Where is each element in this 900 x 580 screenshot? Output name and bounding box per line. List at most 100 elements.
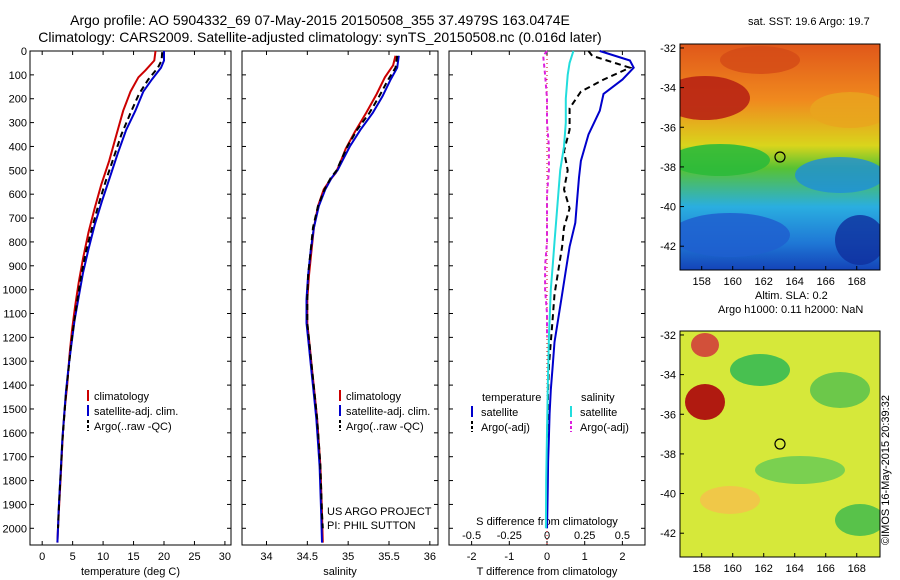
sst-cold-patch — [680, 213, 790, 257]
sst-cold-patch-2 — [835, 215, 880, 265]
sla-warm-patch — [700, 486, 760, 514]
sst-warm-patch-2 — [720, 46, 800, 74]
temperature-chart: 0100200300400500600700800900100011001200… — [3, 46, 232, 578]
map-x-tick-label: 164 — [786, 563, 804, 575]
x-tick-label: 25 — [188, 551, 200, 563]
x-tick-label: 36 — [424, 551, 436, 563]
x-tick-label: -1 — [504, 551, 514, 563]
salinity-panel-frame — [241, 50, 439, 546]
profile-location-marker — [774, 438, 786, 450]
depth-tick-label: 1800 — [3, 476, 27, 488]
depth-tick-label: 100 — [9, 70, 27, 82]
map-x-tick-label: 162 — [755, 276, 773, 288]
sla-low-patch-4 — [835, 504, 880, 536]
map-x-tick-label: 158 — [693, 276, 711, 288]
sst-map: 158 160 162 164 166 168 -32 -34 -36 -38 -40 -42 — [660, 43, 881, 288]
map-x-tick-label: 168 — [848, 563, 866, 575]
series-line — [546, 50, 633, 438]
series-line — [56, 51, 165, 543]
depth-tick-label: 1300 — [3, 356, 27, 368]
depth-tick-label: 400 — [9, 141, 27, 153]
x-tick-label: 20 — [158, 551, 170, 563]
map-y-tick-label: -40 — [660, 489, 676, 501]
x-tick-label: 2 — [619, 551, 625, 563]
series-line — [56, 50, 157, 543]
legend-header: salinity — [581, 392, 615, 404]
map-x-tick-label: 158 — [693, 563, 711, 575]
sla-map-axes: 158 160 162 164 166 168 -32 -34 -36 -38 -40 -42 — [660, 330, 866, 575]
legend-label: satellite — [481, 407, 518, 419]
map-x-tick-label: 168 — [848, 276, 866, 288]
pi-label: PI: PHIL SUTTON — [327, 520, 416, 532]
x-tick-label: 35 — [342, 551, 354, 563]
legend-label: Argo(..raw -QC) — [94, 421, 172, 433]
legend-label: Argo(-adj) — [481, 422, 530, 434]
legend-label: climatology — [346, 391, 402, 403]
series-line — [542, 50, 550, 338]
salinity-diff-tick-label: 0.5 — [615, 530, 630, 542]
x-axis-label: temperature (deg C) — [81, 566, 180, 578]
depth-tick-label: 300 — [9, 118, 27, 130]
map-y-tick-label: -38 — [660, 162, 676, 174]
x-tick-label: 15 — [127, 551, 139, 563]
map-x-tick-label: 160 — [724, 563, 742, 575]
legend-label: satellite-adj. clim. — [346, 406, 430, 418]
map-y-tick-label: -32 — [660, 330, 676, 342]
depth-tick-label: 1700 — [3, 452, 27, 464]
x-tick-label: 35.5 — [378, 551, 399, 563]
sst-warm-patch — [680, 76, 750, 120]
depth-tick-label: 2000 — [3, 523, 27, 535]
legend-label: climatology — [94, 391, 150, 403]
figure-title-line2: Climatology: CARS2009. Satellite-adjuste… — [38, 29, 602, 45]
map-y-tick-label: -42 — [660, 241, 676, 253]
map-y-tick-label: -36 — [660, 409, 676, 421]
x-tick-label: 10 — [97, 551, 109, 563]
sla-map-frame — [679, 330, 881, 558]
x-tick-label: 30 — [219, 551, 231, 563]
sla-low-patch-3 — [755, 456, 845, 484]
sst-cool-patch — [795, 157, 880, 193]
legend-header: temperature — [482, 392, 541, 404]
salinity-diff-tick-label: -0.25 — [497, 530, 522, 542]
map-x-tick-label: 164 — [786, 276, 804, 288]
depth-tick-label: 700 — [9, 213, 27, 225]
map-y-tick-label: -40 — [660, 202, 676, 214]
map-x-tick-label: 162 — [755, 563, 773, 575]
x-tick-label: 5 — [70, 551, 76, 563]
depth-tick-label: 1500 — [3, 404, 27, 416]
depth-tick-label: 600 — [9, 189, 27, 201]
sst-mid-patch — [810, 92, 880, 128]
depth-tick-label: 200 — [9, 94, 27, 106]
map-y-tick-label: -36 — [660, 122, 676, 134]
depth-tick-label: 1600 — [3, 428, 27, 440]
depth-tick-label: 900 — [9, 261, 27, 273]
temperature-panel-frame — [29, 50, 232, 546]
depth-tick-label: 1200 — [3, 332, 27, 344]
sla-low-patch — [730, 354, 790, 386]
series-line — [57, 52, 164, 529]
map-x-tick-label: 166 — [817, 276, 835, 288]
map-y-tick-label: -34 — [660, 83, 676, 95]
depth-tick-label: 1100 — [3, 309, 27, 321]
imos-stamp: ©IMOS 16-May-2015 20:39:32 — [880, 395, 892, 545]
salinity-diff-tick-label: 0.25 — [574, 530, 595, 542]
x-axis-label: salinity — [323, 566, 357, 578]
map-y-tick-label: -32 — [660, 43, 676, 55]
sla-map-title-line1: Altim. SLA: 0.2 — [755, 290, 828, 302]
sla-low-patch-2 — [810, 372, 870, 408]
sla-high-patch — [685, 384, 725, 420]
depth-tick-label: 1900 — [3, 499, 27, 511]
depth-tick-label: 0 — [21, 46, 27, 58]
depth-tick-label: 800 — [9, 237, 27, 249]
salinity-chart: 34 34.5 35 35.5 36 salinity climatology satelli… — [242, 50, 438, 578]
x-tick-label: 0 — [39, 551, 45, 563]
sst-map-title: sat. SST: 19.6 Argo: 19.7 — [748, 16, 870, 28]
figure-title-line1: Argo profile: AO 5904332_69 07-May-2015 … — [70, 12, 570, 28]
map-y-tick-label: -34 — [660, 370, 676, 382]
difference-chart: -2 -1 0 1 2T difference from climatology -0.5… — [449, 50, 645, 578]
legend-label: satellite-adj. clim. — [94, 406, 178, 418]
legend-label: Argo(-adj) — [580, 422, 629, 434]
depth-tick-label: 500 — [9, 165, 27, 177]
series-line — [306, 55, 399, 529]
